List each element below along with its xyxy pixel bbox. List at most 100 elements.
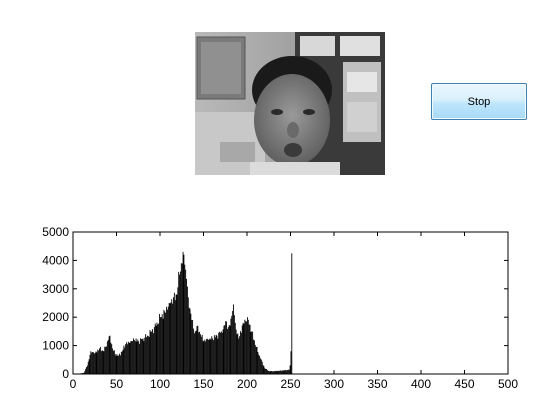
histogram-bar <box>187 297 189 374</box>
histogram-bars <box>73 251 293 374</box>
x-tick-label: 150 <box>193 377 213 391</box>
histogram-bar <box>113 350 115 374</box>
histogram-bar <box>267 370 269 374</box>
histogram-bar <box>140 339 142 374</box>
histogram-bar <box>119 353 120 374</box>
histogram-bar <box>268 371 270 374</box>
webcam-image <box>195 32 385 175</box>
histogram-bar <box>137 339 139 374</box>
histogram-bar <box>91 352 93 374</box>
histogram-bar <box>157 324 159 374</box>
histogram-bar <box>126 344 128 374</box>
histogram-bar <box>139 338 141 374</box>
histogram-bar <box>149 330 151 374</box>
histogram-bar <box>219 331 221 374</box>
histogram-bar <box>158 323 160 374</box>
histogram-bar <box>174 300 176 374</box>
histogram-bar <box>243 323 245 374</box>
histogram-bar <box>216 335 218 374</box>
histogram-bar <box>142 338 144 374</box>
histogram-bar <box>260 359 262 374</box>
histogram-bar <box>290 351 292 374</box>
histogram-bar <box>109 335 111 374</box>
histogram-bar <box>156 322 158 374</box>
axis-ticks: 0 50 100 150 200 250 300 350 400 450 5000100020003… <box>42 225 518 391</box>
histogram-bar <box>199 331 201 374</box>
histogram-bar <box>111 344 113 374</box>
histogram-bar <box>258 354 260 374</box>
histogram-bar <box>278 370 280 374</box>
histogram-bar <box>124 347 126 374</box>
histogram-bar <box>230 318 232 374</box>
histogram-bar <box>106 341 108 374</box>
histogram-bar <box>287 369 289 374</box>
histogram-bar <box>248 324 250 374</box>
histogram-bar <box>189 308 191 374</box>
histogram-bar <box>247 317 248 374</box>
histogram-bar <box>130 341 132 374</box>
histogram-bar <box>213 335 215 374</box>
histogram-bar <box>144 337 146 374</box>
histogram-bar <box>232 311 234 374</box>
histogram-bar <box>135 338 137 374</box>
histogram-bar <box>209 338 211 374</box>
histogram-bar <box>99 346 101 374</box>
histogram-bar <box>116 354 118 374</box>
histogram-bar <box>164 311 166 374</box>
histogram-bar <box>242 322 244 374</box>
histogram-bar <box>94 352 96 374</box>
histogram-bar <box>101 350 103 374</box>
y-tick-label: 5000 <box>42 225 69 239</box>
histogram-bar <box>263 366 265 374</box>
histogram-bar <box>146 335 148 374</box>
x-tick-label: 200 <box>237 377 257 391</box>
histogram-bar <box>128 342 130 374</box>
histogram-bar <box>256 346 258 374</box>
histogram-bar <box>257 351 259 374</box>
histogram-bar <box>250 331 252 374</box>
histogram-bar <box>284 370 286 374</box>
histogram-bar <box>204 339 206 374</box>
histogram-bar <box>177 287 179 374</box>
x-tick-label: 0 <box>70 377 77 391</box>
y-tick-label: 4000 <box>42 253 69 267</box>
histogram-bar <box>117 355 119 374</box>
histogram-bar <box>210 339 212 374</box>
histogram-bar <box>225 321 227 374</box>
histogram-bar <box>197 325 199 374</box>
histogram-bar <box>223 325 225 374</box>
histogram-bar <box>286 370 288 374</box>
histogram-bar <box>126 342 127 374</box>
histogram-bar <box>138 341 140 374</box>
histogram-bar <box>121 351 123 374</box>
histogram-bar <box>173 297 174 374</box>
histogram-bar <box>208 339 210 374</box>
histogram-bar <box>87 361 89 374</box>
histogram-bar <box>273 371 275 374</box>
histogram-bar <box>86 365 88 374</box>
histogram-bar <box>190 313 192 374</box>
histogram-bar <box>171 299 173 374</box>
histogram-bar <box>127 341 129 374</box>
histogram-bar <box>175 294 177 374</box>
histogram-bar <box>241 325 243 374</box>
histogram-bar <box>183 254 185 374</box>
histogram-bar <box>262 365 264 374</box>
histogram-bar <box>288 369 290 374</box>
stop-button[interactable]: Stop <box>431 83 527 120</box>
histogram-bar <box>185 269 187 374</box>
histogram-bar <box>247 319 249 374</box>
histogram-bar <box>244 319 246 374</box>
histogram-bar <box>228 325 230 374</box>
histogram-bar <box>146 337 147 374</box>
histogram-bar <box>103 351 105 374</box>
histogram-bar <box>92 352 94 374</box>
histogram-bar <box>113 350 114 374</box>
histogram-bar <box>155 325 157 374</box>
histogram-bar <box>120 352 122 374</box>
histogram-bar <box>282 370 284 374</box>
histogram-bar <box>194 331 196 374</box>
histogram-bar <box>240 331 241 374</box>
histogram-bar <box>172 303 174 374</box>
